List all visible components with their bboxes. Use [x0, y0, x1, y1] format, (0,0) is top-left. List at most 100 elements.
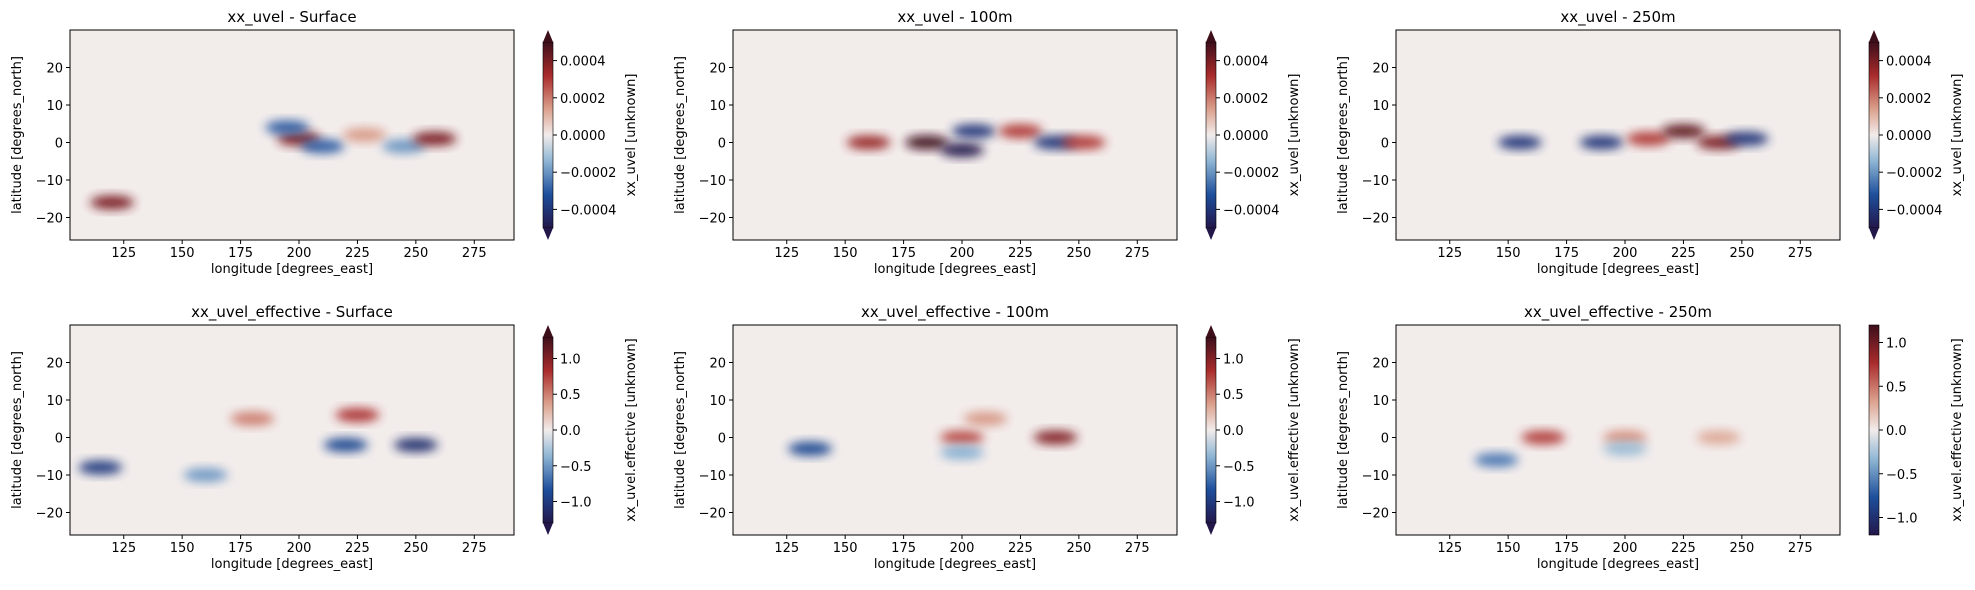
panel-5: 125 150 175 200 225 250 275 −20 −10 0 10 20 xx_uvel_…: [673, 303, 1302, 572]
x-tick-label: 200: [950, 246, 975, 261]
colorbar-tick-label: −0.0004: [1886, 203, 1942, 218]
data-blob-2: [1580, 136, 1624, 150]
panel-4: 125 150 175 200 225 250 275−20−1001020xx_uvel_…: [10, 303, 639, 572]
x-tick-label: 125: [774, 246, 799, 261]
data-blob-5: [998, 124, 1042, 138]
colorbar-tick-label: 0.5: [1223, 388, 1244, 403]
data-blob-3: [324, 438, 368, 452]
x-axis-label: longitude [degrees_east]: [874, 557, 1036, 572]
colorbar-tick-label: 1.0: [560, 352, 581, 367]
x-tick-label: 125: [111, 246, 136, 261]
plot-area: [1396, 30, 1840, 240]
panel-title: xx_uvel_effective - Surface: [191, 303, 393, 322]
colorbar-label: xx_uvel.effective [unknown]: [624, 338, 639, 521]
x-tick-label: 150: [833, 541, 858, 556]
colorbar-label: xx_uvel [unknown]: [1287, 74, 1302, 197]
data-blob-4: [952, 124, 996, 138]
colorbar-tick-label: 0.0002: [560, 92, 606, 107]
colorbar-tick-label: −0.0002: [560, 166, 616, 181]
y-tick-label: 0: [718, 432, 726, 447]
y-tick-label: 10: [46, 394, 63, 409]
y-tick-label: −20: [36, 507, 63, 522]
panel-title: xx_uvel - 250m: [1560, 8, 1675, 27]
x-tick-label: 250: [403, 541, 428, 556]
y-tick-label: 10: [46, 99, 63, 114]
colorbar-extend-min: [1206, 523, 1216, 535]
x-tick-label: 225: [1671, 246, 1696, 261]
colorbar-extend-max: [1206, 325, 1216, 337]
x-tick-label: 175: [891, 246, 916, 261]
y-tick-label: 20: [709, 62, 726, 77]
colorbar-tick-label: −0.0002: [1886, 166, 1942, 181]
colorbar-extend-max: [1869, 30, 1879, 42]
colorbar-tick-label: 0.0000: [560, 129, 606, 144]
data-blob-2: [1033, 431, 1077, 445]
colorbar-extend-max: [543, 325, 553, 337]
y-tick-label: 20: [46, 62, 63, 77]
colorbar-tick-label: 0.0004: [560, 55, 606, 70]
data-blob-1: [940, 431, 984, 445]
x-axis-label: longitude [degrees_east]: [874, 262, 1036, 277]
panel-title: xx_uvel - Surface: [227, 8, 356, 27]
data-blob-6: [413, 132, 457, 146]
x-tick-label: 200: [950, 541, 975, 556]
y-axis-label: latitude [degrees_north]: [1336, 351, 1351, 509]
colorbar: [1869, 42, 1879, 228]
colorbar-extend-max: [543, 30, 553, 42]
colorbar-label: xx_uvel.effective [unknown]: [1950, 338, 1965, 521]
colorbar-tick-label: 0.5: [1886, 380, 1907, 395]
x-tick-label: 150: [170, 541, 195, 556]
y-tick-label: −10: [36, 174, 63, 189]
x-axis-label: longitude [degrees_east]: [1537, 262, 1699, 277]
colorbar-tick-label: 0.0004: [1886, 55, 1932, 70]
colorbar: [543, 42, 553, 228]
y-axis-label: latitude [degrees_north]: [10, 56, 25, 214]
data-blob-1: [230, 412, 274, 426]
data-blob-3: [963, 412, 1007, 426]
x-tick-label: 150: [1496, 541, 1521, 556]
y-axis-label: latitude [degrees_north]: [10, 351, 25, 509]
colorbar-label: xx_uvel [unknown]: [1950, 74, 1965, 197]
data-blob-3: [940, 143, 984, 157]
data-blob-1: [1521, 431, 1565, 445]
colorbar-extend-min: [1869, 228, 1879, 240]
y-tick-label: 20: [1372, 357, 1389, 372]
colorbar-tick-label: 0.0002: [1223, 92, 1269, 107]
colorbar-tick-label: 0.0000: [1223, 129, 1269, 144]
data-blob-7: [1062, 136, 1106, 150]
y-tick-label: 0: [55, 137, 63, 152]
data-blob-6: [78, 461, 122, 475]
plot-area: [733, 30, 1177, 240]
colorbar-tick-label: −0.0004: [1223, 203, 1279, 218]
data-blob-5: [184, 468, 228, 482]
x-axis-label: longitude [degrees_east]: [211, 262, 373, 277]
data-blob-1: [847, 136, 891, 150]
data-blob-4: [342, 128, 386, 142]
x-tick-label: 225: [1008, 246, 1033, 261]
panel-title: xx_uvel_effective - 250m: [1524, 303, 1712, 322]
y-axis-label: latitude [degrees_north]: [673, 56, 688, 214]
x-tick-label: 225: [345, 541, 370, 556]
y-tick-label: −20: [36, 212, 63, 227]
x-tick-label: 175: [1554, 246, 1579, 261]
x-tick-label: 150: [833, 246, 858, 261]
data-blob-2: [335, 408, 379, 422]
y-tick-label: −10: [1362, 469, 1389, 484]
panel-2: 125 150 175 200 225 250 275 −20 −10 0 10 20 xx_uvel …: [673, 8, 1302, 277]
colorbar-tick-label: −1.0: [1223, 496, 1255, 511]
panel-title: xx_uvel_effective - 100m: [861, 303, 1049, 322]
colorbar-tick-label: −0.0002: [1223, 166, 1279, 181]
x-tick-label: 250: [1729, 246, 1754, 261]
y-tick-label: 10: [1372, 99, 1389, 114]
y-tick-label: 10: [709, 394, 726, 409]
plot-area: [70, 325, 514, 535]
y-tick-label: −20: [699, 212, 726, 227]
data-blob-3: [300, 139, 344, 153]
x-tick-label: 275: [1125, 246, 1150, 261]
x-tick-label: 275: [1788, 541, 1813, 556]
panel-1: 125 150 175 200 225 250 275 −20 −10 0 10 20 xx_uvel …: [10, 8, 639, 277]
x-tick-label: 275: [1788, 246, 1813, 261]
y-axis-label: latitude [degrees_north]: [673, 351, 688, 509]
plot-area: [733, 325, 1177, 535]
